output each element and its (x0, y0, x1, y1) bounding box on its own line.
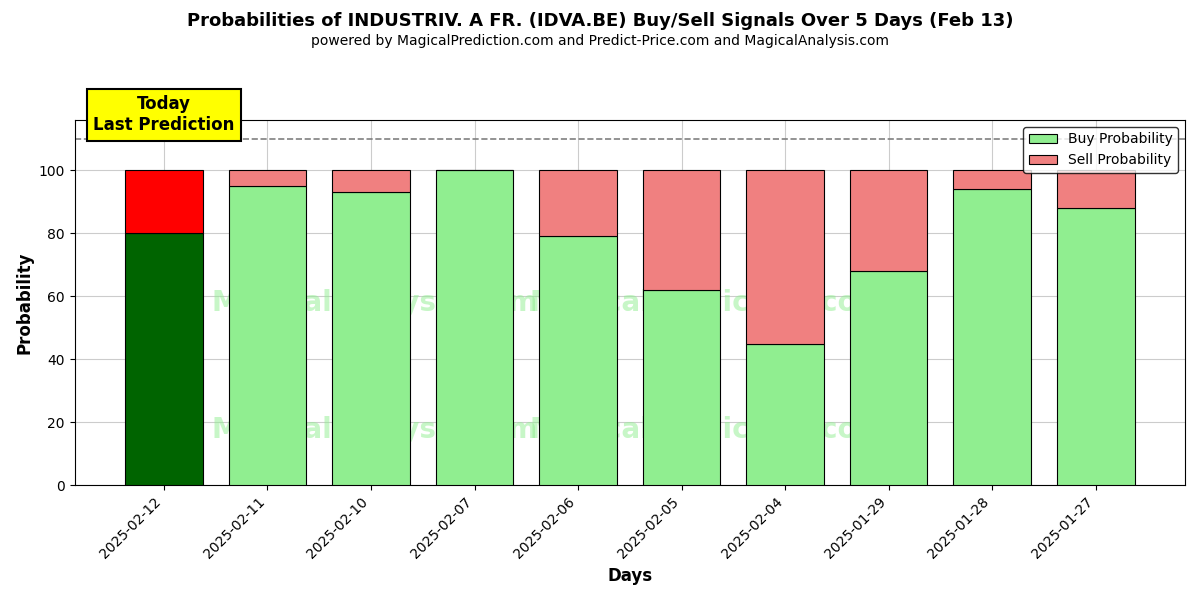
Bar (643, 170, 720, 290)
Bar (332, 170, 410, 193)
Bar (229, 186, 306, 485)
Bar (436, 170, 514, 485)
Legend: Buy Probability, Sell Probability: Buy Probability, Sell Probability (1024, 127, 1178, 173)
Bar (850, 170, 928, 271)
Bar (746, 344, 824, 485)
Bar (539, 170, 617, 236)
Bar (953, 170, 1031, 189)
Bar (850, 271, 928, 485)
Bar (953, 189, 1031, 485)
Text: Probabilities of INDUSTRIV. A FR. (IDVA.BE) Buy/Sell Signals Over 5 Days (Feb 13: Probabilities of INDUSTRIV. A FR. (IDVA.… (187, 12, 1013, 30)
X-axis label: Days: Days (607, 567, 653, 585)
Text: MagicalPrediction.com: MagicalPrediction.com (529, 416, 886, 445)
Bar (125, 170, 203, 233)
Bar (746, 170, 824, 344)
Bar (332, 193, 410, 485)
Text: MagicalAnalysis.com: MagicalAnalysis.com (211, 416, 538, 445)
Text: MagicalAnalysis.com: MagicalAnalysis.com (211, 289, 538, 317)
Bar (1057, 208, 1134, 485)
Bar (1057, 170, 1134, 208)
Bar (643, 290, 720, 485)
Text: MagicalPrediction.com: MagicalPrediction.com (529, 289, 886, 317)
Text: powered by MagicalPrediction.com and Predict-Price.com and MagicalAnalysis.com: powered by MagicalPrediction.com and Pre… (311, 34, 889, 48)
Bar (229, 170, 306, 186)
Text: Today
Last Prediction: Today Last Prediction (94, 95, 235, 134)
Y-axis label: Probability: Probability (16, 251, 34, 354)
Bar (125, 233, 203, 485)
Bar (539, 236, 617, 485)
